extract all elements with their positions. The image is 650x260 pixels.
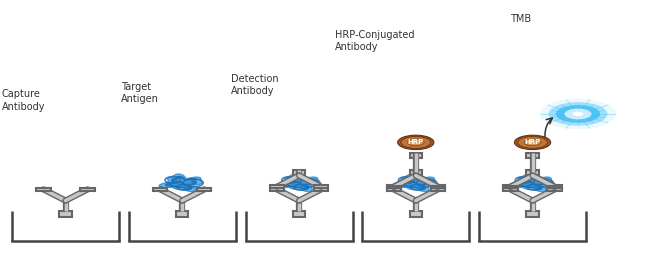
Bar	[431, 185, 445, 188]
Text: Target
Antigen: Target Antigen	[121, 82, 159, 104]
Bar	[270, 185, 284, 188]
Bar	[197, 188, 211, 191]
Bar	[387, 188, 401, 191]
Bar	[270, 188, 284, 191]
Text: Capture
Antibody: Capture Antibody	[2, 89, 46, 112]
Circle shape	[514, 135, 551, 150]
Bar	[526, 211, 539, 217]
Circle shape	[556, 105, 600, 123]
Circle shape	[401, 136, 431, 148]
Text: HRP: HRP	[525, 139, 541, 145]
Bar	[526, 170, 539, 176]
Bar	[314, 188, 328, 191]
Bar	[526, 153, 539, 158]
Bar	[431, 188, 445, 191]
Bar	[504, 186, 518, 188]
Bar	[293, 170, 305, 176]
Polygon shape	[172, 179, 191, 187]
Text: HRP-Conjugated
Antibody: HRP-Conjugated Antibody	[335, 30, 414, 53]
Polygon shape	[166, 177, 196, 189]
Polygon shape	[516, 177, 547, 189]
Bar	[387, 186, 401, 188]
Bar	[547, 188, 562, 191]
Circle shape	[398, 135, 434, 150]
Polygon shape	[393, 174, 436, 192]
Polygon shape	[406, 179, 424, 187]
Text: HRP: HRP	[408, 139, 424, 145]
Circle shape	[517, 136, 547, 148]
Bar	[176, 211, 188, 217]
Polygon shape	[289, 179, 308, 187]
Bar	[36, 188, 51, 191]
Bar	[410, 153, 422, 158]
Polygon shape	[276, 174, 318, 192]
Bar	[547, 186, 562, 188]
Polygon shape	[399, 177, 430, 189]
Circle shape	[573, 112, 584, 116]
Bar	[410, 211, 422, 217]
Polygon shape	[282, 177, 313, 189]
Bar	[387, 185, 401, 188]
Circle shape	[408, 139, 424, 146]
Polygon shape	[522, 179, 541, 187]
Polygon shape	[510, 174, 552, 192]
Bar	[153, 188, 168, 191]
Bar	[293, 211, 305, 217]
Text: Detection
Antibody: Detection Antibody	[231, 74, 279, 96]
Bar	[314, 185, 328, 188]
Bar	[504, 185, 518, 188]
Bar	[547, 185, 562, 188]
Circle shape	[525, 139, 541, 146]
Bar	[81, 188, 95, 191]
Text: TMB: TMB	[510, 14, 531, 24]
Circle shape	[564, 108, 592, 119]
Circle shape	[549, 102, 608, 126]
Polygon shape	[159, 174, 202, 192]
Bar	[431, 186, 445, 188]
Bar	[504, 188, 518, 191]
Bar	[410, 170, 422, 176]
Bar	[60, 211, 72, 217]
Circle shape	[540, 99, 616, 129]
